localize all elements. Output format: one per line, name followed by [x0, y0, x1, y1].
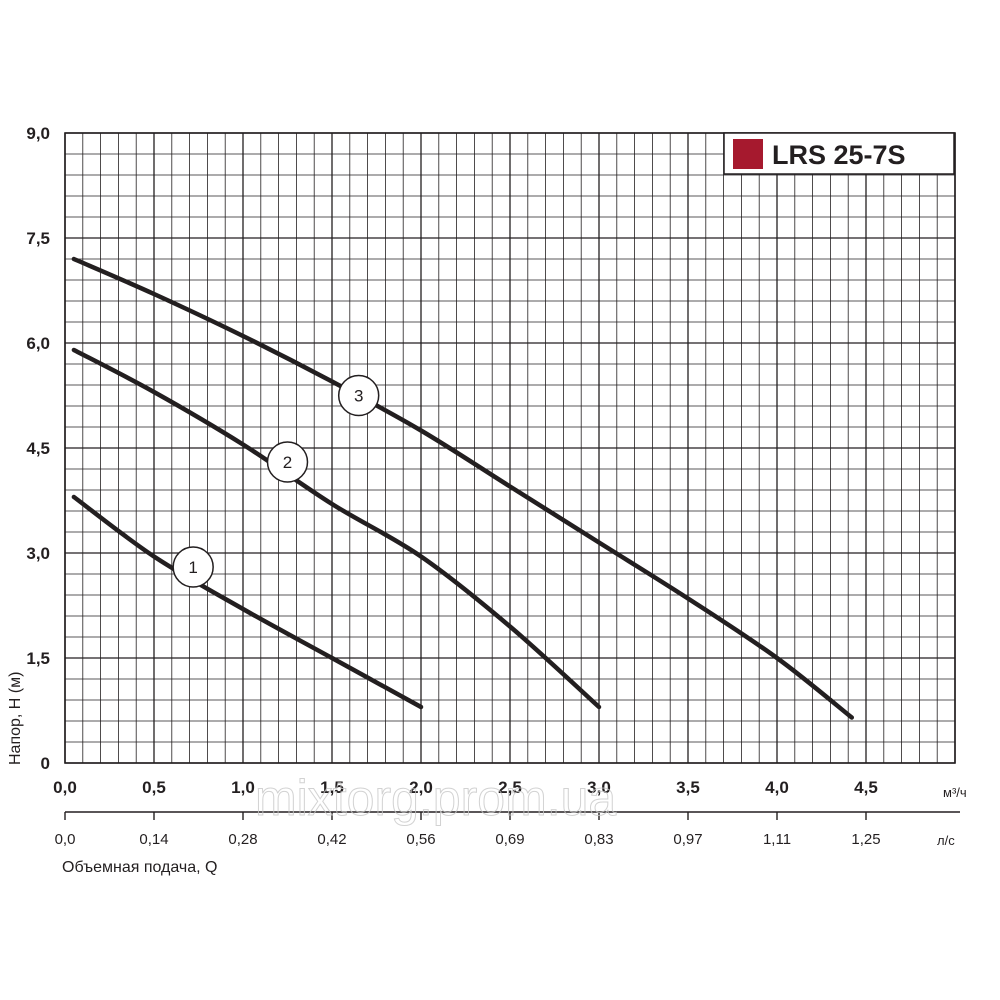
- y-tick-label: 0: [41, 754, 50, 773]
- plot-border: [64, 132, 956, 764]
- x2-tick-label: 0,28: [228, 831, 257, 848]
- y-tick-label: 7,5: [26, 229, 50, 248]
- x2-unit-label: л/с: [937, 833, 955, 848]
- x2-tick-label: 0,97: [673, 831, 702, 848]
- legend-label: LRS 25-7S: [772, 140, 906, 170]
- plot-frame: [64, 132, 960, 813]
- x2-tick-label: 0,69: [495, 831, 524, 848]
- legend-swatch: [733, 139, 763, 169]
- curve-3: [71, 256, 855, 720]
- curve-1: [71, 494, 424, 710]
- x2-tick-label: 0,0: [55, 831, 76, 848]
- y-tick-label: 1,5: [26, 649, 50, 668]
- y-tick-label: 4,5: [26, 439, 50, 458]
- x-tick-label: 3,0: [587, 778, 611, 797]
- x2-tick-label: 0,56: [406, 831, 435, 848]
- x-unit-label: м³/ч: [943, 785, 967, 800]
- x-tick-label: 4,0: [765, 778, 789, 797]
- legend: LRS 25-7S: [723, 132, 955, 175]
- x-tick-label: 0,0: [53, 778, 77, 797]
- x-tick-label: 2,5: [498, 778, 522, 797]
- curve-labels: 1 2 3: [172, 374, 380, 588]
- x2-tick-label: 0,83: [584, 831, 613, 848]
- curves: [71, 256, 855, 720]
- y-tick-label: 3,0: [26, 544, 50, 563]
- x-axis-label: Объемная подача, Q: [62, 859, 217, 876]
- x-tick-label: 1,0: [231, 778, 255, 797]
- x-tick-label: 4,5: [854, 778, 878, 797]
- grid: [64, 132, 956, 764]
- x-tick-label: 2,0: [409, 778, 433, 797]
- curve-label-3: 3: [354, 387, 363, 406]
- curve-label-1: 1: [188, 558, 197, 577]
- curve-label-circle-1: [172, 546, 214, 588]
- watermark: mixtorg.prom.ua: [255, 770, 616, 826]
- y-axis-ticks: 0 1,5 3,0 4,5 6,0 7,5 9,0: [26, 124, 50, 773]
- x2-tick-label: 1,11: [763, 831, 791, 848]
- x-tick-label: 3,5: [676, 778, 700, 797]
- x2-axis-ticks: 0,0 0,14 0,28 0,42 0,56 0,69 0,83 0,97 1,11 1,25: [55, 812, 881, 848]
- x-axis-ticks: 0,0 0,5 1,0 1,5 2,0 2,5 3,0 3,5 4,0 4,5: [53, 778, 878, 797]
- curve-label-2: 2: [283, 453, 292, 472]
- y-tick-label: 9,0: [26, 124, 50, 143]
- x-tick-label: 1,5: [320, 778, 344, 797]
- x2-tick-label: 1,25: [851, 831, 880, 848]
- x2-tick-label: 0,14: [139, 831, 168, 848]
- curve-label-circle-3: [337, 374, 380, 417]
- y-tick-label: 6,0: [26, 334, 50, 353]
- curve-2: [71, 347, 602, 710]
- curve-label-circle-2: [266, 441, 309, 483]
- x-tick-label: 0,5: [142, 778, 166, 797]
- y-axis-label: Напор, H (м): [7, 672, 24, 765]
- x2-tick-label: 0,42: [317, 831, 346, 848]
